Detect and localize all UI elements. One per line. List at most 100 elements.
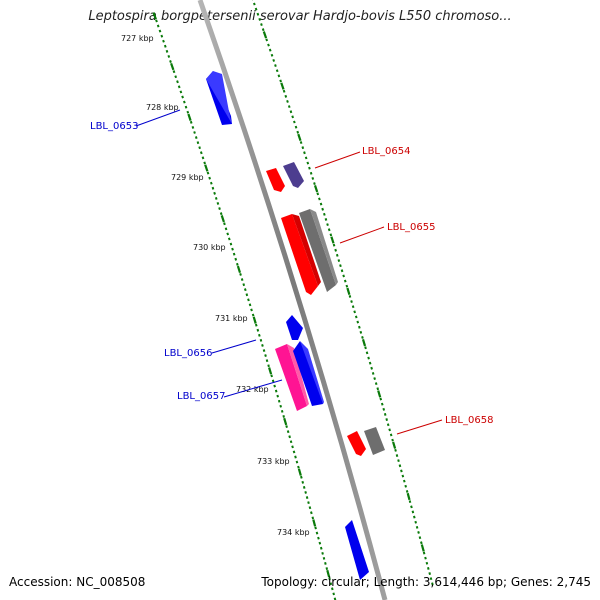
minor-tick [301,480,305,484]
minor-tick [332,243,336,247]
minor-tick [350,300,353,303]
minor-tick [329,582,333,586]
minor-tick [248,303,252,307]
minor-tick [224,227,228,231]
minor-tick [431,582,434,586]
minor-tick [316,192,320,196]
minor-tick [310,511,313,515]
minor-tick [373,377,376,380]
minor-tick [382,407,386,411]
gene-feature[interactable] [345,520,369,580]
minor-tick [400,469,403,473]
minor-tick [325,567,329,570]
major-tick [252,316,257,324]
minor-tick [309,171,313,175]
minor-tick [296,130,300,134]
minor-tick [335,253,339,257]
minor-tick [428,572,431,575]
minor-tick [184,105,188,109]
minor-tick [351,305,355,309]
minor-tick [160,34,164,38]
minor-tick [189,120,193,124]
gene-label-lbl-0656[interactable]: LBL_0656 [164,348,212,359]
minor-tick [256,12,260,16]
minor-tick [411,510,415,514]
minor-tick [163,44,167,48]
minor-tick [272,58,276,62]
minor-tick [273,384,276,388]
minor-tick [328,577,331,581]
minor-tick [295,460,299,464]
minor-tick [301,146,305,150]
minor-tick [339,264,342,268]
minor-tick [276,394,279,398]
gene-feature[interactable] [283,162,304,188]
gene-feature[interactable] [364,427,385,455]
minor-tick [313,182,316,185]
minor-tick [232,252,236,256]
gene-label-lbl-0658[interactable]: LBL_0658 [445,415,493,426]
map-title: Leptospira borgpetersenii serovar Hardjo… [88,9,512,24]
gene-feature[interactable] [293,341,324,406]
minor-tick [193,131,196,134]
minor-tick [288,435,291,439]
minor-tick [251,313,255,317]
minor-tick [322,556,326,560]
minor-tick [280,409,284,413]
minor-tick [356,320,360,324]
topology-info: Topology: circular; Length: 3,614,446 bp… [261,575,591,589]
minor-tick [242,283,246,287]
gene-feature[interactable] [286,315,303,340]
gene-feature[interactable] [206,71,232,125]
minor-tick [429,577,433,581]
minor-tick [311,516,315,520]
minor-tick [427,566,430,570]
minor-tick [376,387,380,391]
minor-tick [368,361,372,365]
minor-tick [286,430,290,434]
major-tick [236,265,242,274]
minor-tick [414,520,417,524]
minor-tick [240,278,244,281]
ruler-label: 734 kbp [277,528,310,537]
minor-tick [277,399,281,403]
minor-tick [318,197,321,201]
gene-feature[interactable] [266,168,285,192]
gene-label-lbl-0657[interactable]: LBL_0657 [177,391,225,402]
gene-feature[interactable] [299,209,338,292]
minor-tick [408,500,412,504]
minor-tick [282,89,286,93]
major-tick [170,62,175,71]
minor-tick [294,125,298,129]
gene-feature[interactable] [347,431,366,456]
major-tick [297,133,302,142]
label-leaders [135,109,443,435]
minor-tick [218,207,221,210]
gene-label-lbl-0653[interactable]: LBL_0653 [90,121,138,132]
minor-tick [327,228,331,232]
minor-tick [422,551,426,555]
minor-tick [365,351,369,355]
minor-tick [191,125,195,129]
gene-label-lbl-0655[interactable]: LBL_0655 [387,222,435,233]
minor-tick [165,49,169,53]
gene-feature[interactable] [281,214,321,295]
minor-tick [227,237,231,241]
minor-tick [319,202,323,206]
minor-tick [304,156,308,160]
minor-tick [297,465,300,469]
gene-label-lbl-0654[interactable]: LBL_0654 [362,146,410,157]
minor-tick [279,79,282,83]
minor-tick [410,505,413,509]
minor-tick [268,48,272,52]
minor-tick [291,445,294,449]
minor-tick [343,279,347,283]
minor-tick [247,298,250,302]
major-tick [377,390,382,398]
ruler-label: 732 kbp [236,385,269,394]
minor-tick [250,308,253,312]
gene-feature[interactable] [275,344,309,411]
minor-tick [265,359,269,363]
major-tick [392,441,397,449]
minor-tick [274,64,277,67]
